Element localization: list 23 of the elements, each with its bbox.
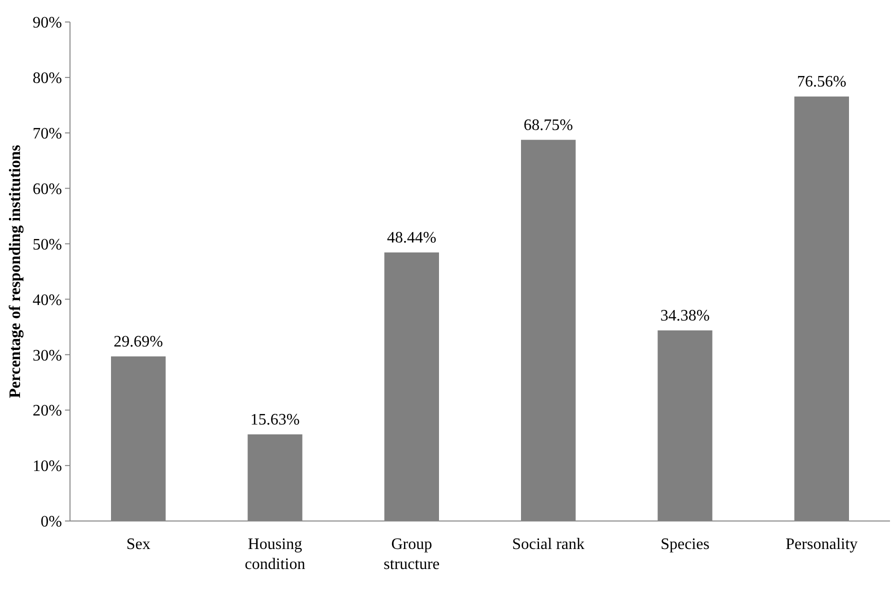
x-tick-label: Personality xyxy=(786,536,858,553)
y-tick-label: 30% xyxy=(32,347,62,364)
y-tick-label: 60% xyxy=(32,180,62,198)
y-tick-label: 0% xyxy=(40,514,62,531)
data-label: 29.69% xyxy=(114,333,163,350)
x-tick-label: Housing condition xyxy=(244,536,306,573)
y-axis-title: Percentage of responding institutions xyxy=(7,144,24,398)
data-label: 48.44% xyxy=(387,229,436,246)
x-tick-label: Species xyxy=(660,536,710,553)
y-tick-label: 90% xyxy=(32,14,62,32)
data-label: 76.56% xyxy=(797,74,846,91)
x-tick-label: Sex xyxy=(126,536,150,553)
y-tick-label: 80% xyxy=(32,70,62,88)
y-tick-label: 70% xyxy=(32,125,62,142)
data-label: 68.75% xyxy=(524,116,573,134)
y-tick-label: 20% xyxy=(32,402,62,420)
data-label: 34.38% xyxy=(660,307,710,324)
data-label: 15.63% xyxy=(250,411,300,428)
y-tick-label: 40% xyxy=(32,292,62,309)
x-tick-label: Group structure xyxy=(384,536,440,573)
y-tick-label: 10% xyxy=(32,458,62,476)
x-tick-label: Social rank xyxy=(512,536,585,553)
y-tick-label: 50% xyxy=(32,236,62,254)
